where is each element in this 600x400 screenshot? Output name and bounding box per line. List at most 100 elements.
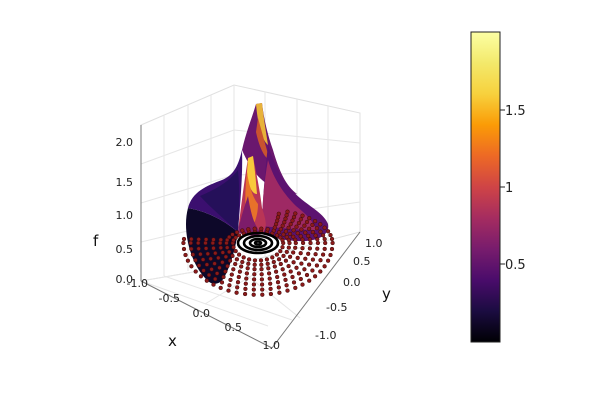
scatter-point [315,246,320,251]
surface-patch-right-wing-inner [262,160,316,230]
scatter-point [302,223,307,228]
scatter-point [264,257,270,262]
x-axis-label: x [168,332,177,350]
scatter-point [227,234,232,240]
scatter-point [252,258,258,263]
x-tick-label: 1.0 [263,339,281,352]
scatter-point [278,248,283,254]
scatter-point [284,283,289,288]
scatter-point [246,257,252,262]
scatter-point [241,255,246,260]
scatter-point [280,267,285,272]
scatter-point [300,240,306,246]
colorbar-tick-label: 0.5 [505,258,526,273]
scatter-point [277,290,282,295]
scatter-point [203,240,208,246]
scatter-point [303,230,308,235]
scatter-point [205,251,210,256]
scatter-point [300,282,305,287]
scatter-point [280,238,285,243]
y-axis-line [271,231,361,349]
x-axis-ticks: -1.0 -0.5 0.0 0.5 1.0 [127,277,280,352]
x-tick-label: -1.0 [127,277,148,290]
axis-lines [140,125,361,349]
scatter-point [296,220,302,226]
scatter-point [294,224,299,229]
z-tick-label: 1.0 [116,209,134,222]
scatter-point [219,280,225,285]
scatter-point [196,237,201,242]
scatter-point [211,246,216,251]
scatter-point [245,266,250,271]
scatter-point [185,258,191,263]
scatter-point [275,218,280,223]
scatter-point [213,251,218,256]
scatter-point [216,255,221,261]
scatter-point [284,213,289,218]
scatter-point [259,226,264,231]
scatter-point [282,272,287,277]
scatter-point [196,240,201,246]
scatter-point [293,285,298,291]
y-tick-label: 1.0 [365,237,383,250]
scatter-point [211,237,216,242]
scatter-point [300,246,305,251]
scatter-point [278,227,283,232]
scatter-point [322,236,327,242]
scatter-point [240,259,245,265]
center-ring [253,240,263,246]
scatter-point [251,292,256,297]
scatter-point [295,231,300,236]
scatter-point [320,233,326,238]
scatter-point [275,280,281,285]
scatter-point [226,288,231,293]
scatter-point [237,269,243,274]
scatter-point [251,277,257,282]
scatter-point [258,258,264,263]
scatter-point [231,267,236,272]
colorbar: 0.5 1 1.5 [470,31,526,343]
colorbar-gradient [470,31,501,343]
scatter-point [243,281,248,286]
scatter-point [198,274,204,279]
scatter-point [291,250,296,255]
z-tick-label: 0.0 [116,273,134,286]
floor-grid-line [204,247,298,305]
x-tick-label: 0.5 [225,321,243,334]
scatter-point [181,240,186,246]
scatter-point [276,257,282,262]
scatter-point [235,285,240,290]
y-tick-label: 0.5 [353,255,371,268]
scatter-point [239,264,244,269]
scatter-point [293,237,298,242]
scatter-point [266,271,272,276]
scatter-point [259,267,264,272]
scatter-point [188,240,193,246]
scatter-point [189,236,194,242]
scatter-point [193,258,198,263]
scatter-point [193,269,198,274]
scatter-point [306,226,312,231]
scatter-point [291,234,296,239]
scatter-point [268,291,274,297]
scatter-point [260,292,265,297]
scatter-point [260,287,265,292]
scatter-point [280,223,285,228]
scatter-point [303,256,308,261]
scatter-point [229,272,234,277]
scatter-point [286,263,291,269]
scatter-point [265,227,270,232]
scatter-point [272,264,277,269]
scatter-point [283,229,289,234]
scatter-point [259,262,264,267]
scatter-point [209,267,214,272]
scatter-point [251,287,256,292]
scatter-point [227,258,233,263]
scatter-point [206,272,212,278]
scatter-point [242,291,248,297]
scatter-point [243,286,248,292]
z-axis-label: f [93,232,99,250]
scatter-point [196,246,201,251]
scatter-point [235,280,241,285]
scatter-point [236,233,242,238]
